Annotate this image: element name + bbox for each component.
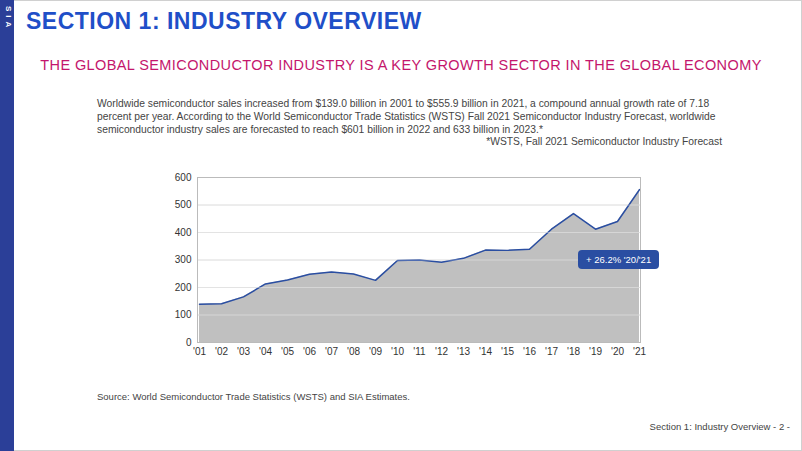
svg-text:'18: '18 [567,346,580,357]
svg-text:'17: '17 [545,346,558,357]
svg-text:'04: '04 [259,346,272,357]
html-text:Source: World Semiconductor Tr: Source: World Semiconductor Trade Statis… [97,391,410,402]
svg-text:'09: '09 [369,346,382,357]
html-text:Section 1: Industry Overview -: Section 1: Industry Overview - 2 - [649,421,790,432]
html-text:+ 26.2% '20/'21: + 26.2% '20/'21 [586,254,652,265]
svg-text:500: 500 [175,199,192,210]
svg-text:400: 400 [175,227,192,238]
html-text:THE GLOBAL SEMICONDUCTOR INDUS: THE GLOBAL SEMICONDUCTOR INDUSTRY IS A K… [40,57,762,73]
svg-text:'01: '01 [193,346,206,357]
svg-text:'02: '02 [215,346,228,357]
svg-text:'10: '10 [391,346,404,357]
svg-text:'13: '13 [457,346,470,357]
svg-text:'06: '06 [303,346,316,357]
svg-text:'08: '08 [347,346,360,357]
svg-text:'12: '12 [435,346,448,357]
html-text:SIA: SIA [4,6,13,32]
svg-text:'21: '21 [633,346,646,357]
svg-text:'05: '05 [281,346,294,357]
svg-text:300: 300 [175,254,192,265]
svg-text:'11: '11 [413,346,426,357]
svg-text:'15: '15 [501,346,514,357]
svg-text:'16: '16 [523,346,536,357]
svg-text:600: 600 [175,172,192,183]
svg-text:'20: '20 [611,346,624,357]
svg-text:'14: '14 [479,346,492,357]
svg-text:'07: '07 [325,346,338,357]
html-text:*WSTS, Fall 2021 Semiconductor: *WSTS, Fall 2021 Semiconductor Industry … [486,136,722,147]
svg-text:'03: '03 [237,346,250,357]
html-text:SECTION 1: INDUSTRY OVERVIEW: SECTION 1: INDUSTRY OVERVIEW [26,8,422,34]
svg-text:200: 200 [175,282,192,293]
html-text:Worldwide semiconductor sales: Worldwide semiconductor sales increased … [97,98,716,135]
svg-text:0: 0 [186,337,192,348]
svg-text:100: 100 [175,309,192,320]
svg-text:'19: '19 [589,346,602,357]
